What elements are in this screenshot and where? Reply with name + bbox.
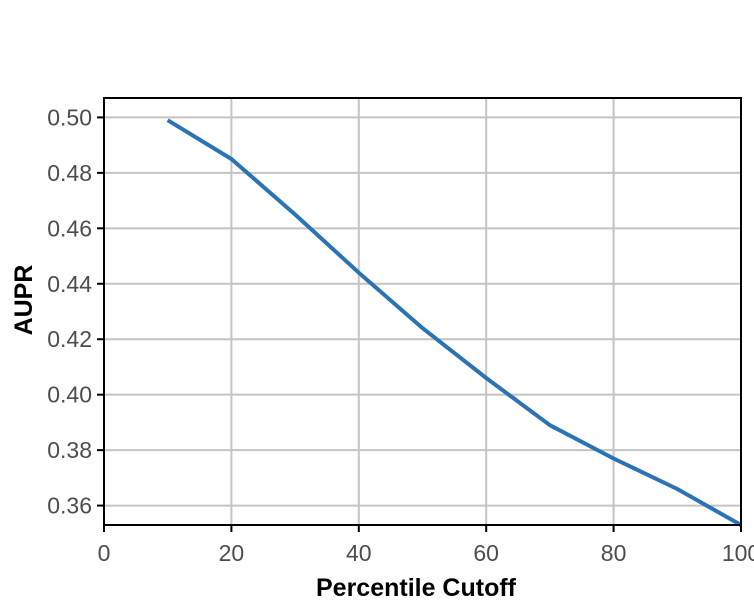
series-group bbox=[166, 118, 742, 527]
x-tick-label: 0 bbox=[98, 540, 111, 566]
plot-border bbox=[103, 97, 742, 526]
x-axis-title: Percentile Cutoff bbox=[316, 574, 517, 602]
x-tick-label: 20 bbox=[219, 540, 245, 566]
x-tick-label: 80 bbox=[601, 540, 627, 566]
x-tick-label: 100 bbox=[722, 540, 754, 566]
y-axis-title: AUPR bbox=[10, 265, 38, 336]
grid bbox=[104, 98, 741, 525]
y-tick-label: 0.40 bbox=[47, 382, 92, 408]
y-tick-label: 0.42 bbox=[47, 326, 92, 352]
y-tick-label: 0.50 bbox=[47, 104, 92, 130]
y-tick-label: 0.46 bbox=[47, 215, 92, 241]
x-axis: 0 20 40 60 80 100 bbox=[98, 525, 754, 566]
y-tick-label: 0.36 bbox=[47, 493, 92, 519]
series-line bbox=[166, 118, 742, 527]
y-tick-label: 0.48 bbox=[47, 160, 92, 186]
x-tick-label: 40 bbox=[346, 540, 372, 566]
y-tick-label: 0.44 bbox=[47, 271, 92, 297]
plot-frame bbox=[103, 97, 742, 526]
y-tick-label: 0.38 bbox=[47, 437, 92, 463]
x-tick-label: 60 bbox=[473, 540, 499, 566]
y-axis: 0.36 0.38 0.40 0.42 0.44 0.46 0.48 0.50 bbox=[47, 104, 104, 519]
